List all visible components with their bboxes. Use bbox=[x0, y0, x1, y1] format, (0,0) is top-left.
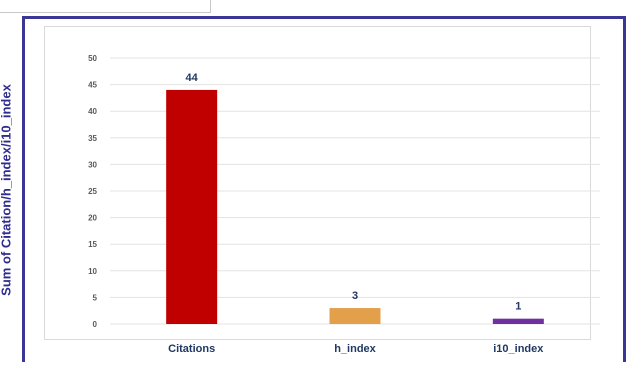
y-tick-label: 35 bbox=[88, 134, 97, 143]
data-label: 3 bbox=[352, 290, 358, 302]
data-label: 1 bbox=[515, 301, 521, 313]
x-tick-label: Citations bbox=[168, 343, 215, 355]
y-tick-label: 0 bbox=[93, 320, 98, 329]
y-tick-label: 50 bbox=[88, 54, 97, 63]
y-tick-label: 15 bbox=[88, 240, 97, 249]
x-tick-label: i10_index bbox=[493, 343, 544, 355]
y-tick-label: 5 bbox=[93, 293, 98, 302]
y-tick-label: 45 bbox=[88, 81, 97, 90]
window-strip bbox=[0, 0, 211, 13]
plot-area bbox=[44, 26, 591, 340]
bar-citations bbox=[166, 89, 218, 324]
y-tick-label: 25 bbox=[88, 187, 97, 196]
x-tick-label: h_index bbox=[334, 343, 376, 355]
y-tick-label: 30 bbox=[88, 160, 97, 169]
bar-h-index bbox=[329, 308, 381, 324]
y-tick-label: 40 bbox=[88, 107, 97, 116]
y-tick-label: 10 bbox=[88, 267, 97, 276]
data-label: 44 bbox=[186, 72, 199, 84]
bar-i10-index bbox=[492, 318, 544, 324]
y-tick-label: 20 bbox=[88, 214, 97, 223]
